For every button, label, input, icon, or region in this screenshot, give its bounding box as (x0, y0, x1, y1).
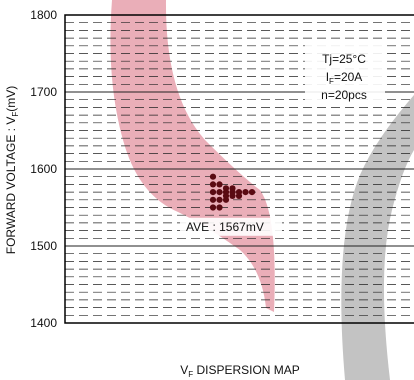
y-tick-label: 1600 (30, 162, 57, 176)
conditions-background (305, 45, 385, 105)
data-point (209, 173, 217, 180)
data-point (216, 181, 223, 188)
average-annotation: AVE : 1567mV (180, 217, 282, 236)
data-point (216, 204, 223, 211)
y-tick-label: 1700 (30, 85, 57, 99)
chart-caption: VF DISPERSION MAP (180, 363, 300, 379)
data-point (248, 189, 256, 196)
gridlines (65, 22, 414, 316)
data-point (229, 192, 236, 199)
y-axis-label: FORWARD VOLTAGE : VF(mV) (4, 86, 20, 254)
data-point (242, 189, 249, 196)
data-points (209, 173, 256, 211)
average-label: AVE : 1567mV (186, 220, 264, 234)
watermark-gray-arc (341, 95, 414, 380)
data-point (209, 196, 217, 203)
y-tick-label: 1400 (30, 316, 57, 330)
y-tick-labels: 1400 1500 1600 1700 1800 (30, 8, 57, 330)
data-point (235, 192, 243, 199)
measurement-conditions: Tj=25°C IF=20A n=20pcs (305, 45, 385, 105)
condition-line: Tj=25°C (322, 52, 366, 66)
data-point (222, 196, 230, 203)
plot-frame (64, 14, 414, 324)
condition-line: IF=20A (326, 70, 363, 86)
data-point (216, 196, 223, 203)
data-point (216, 189, 223, 196)
data-point (209, 204, 217, 211)
average-label-background (180, 217, 282, 236)
y-tick-label: 1800 (30, 8, 57, 22)
condition-line: n=20pcs (321, 88, 367, 102)
y-tick-label: 1500 (30, 239, 57, 253)
data-point (209, 181, 217, 188)
watermark-red-arc (110, 0, 275, 312)
data-point (209, 189, 217, 196)
